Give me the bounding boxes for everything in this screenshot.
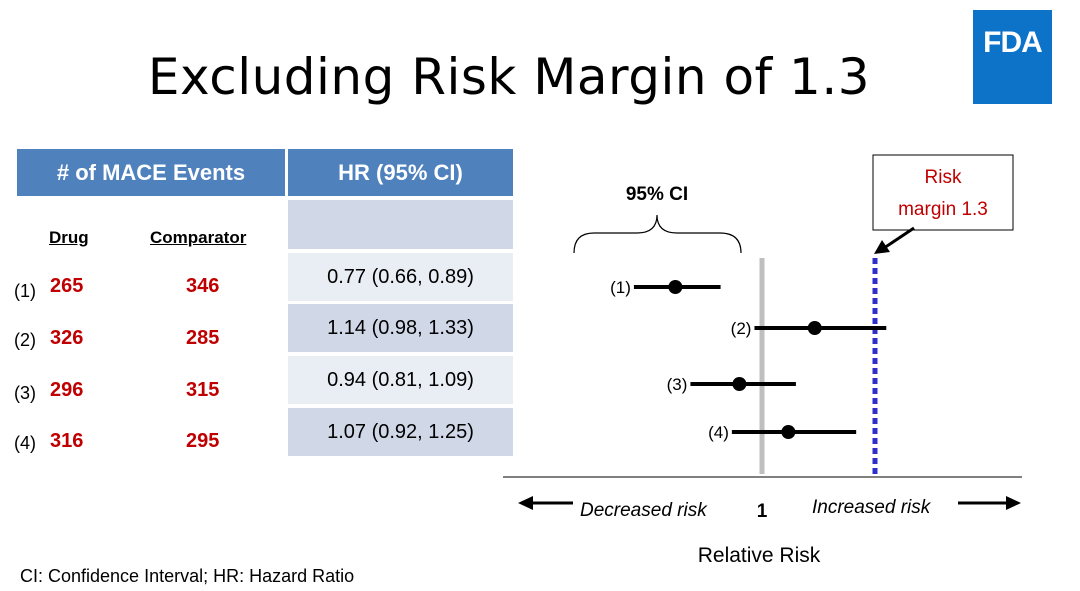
drug-events: 326 <box>50 327 84 349</box>
hr-cell: 0.94 (0.81, 1.09) <box>288 356 513 404</box>
row-label: (1) <box>14 281 36 301</box>
row-label: (4) <box>14 433 36 453</box>
increased-arrow-head <box>1006 496 1021 510</box>
hr-subheader-blank <box>288 200 513 249</box>
null-value-label: 1 <box>757 501 768 522</box>
footnote: CI: Confidence Interval; HR: Hazard Rati… <box>20 566 355 586</box>
increased-risk-label: Increased risk <box>812 497 932 518</box>
row-label: (2) <box>14 330 36 350</box>
hr-point <box>732 377 747 391</box>
decreased-arrow-head <box>518 496 533 510</box>
drug-events: 296 <box>50 379 84 401</box>
comparator-events: 295 <box>186 430 220 452</box>
drug-events: 316 <box>50 430 84 452</box>
decreased-risk-label: Decreased risk <box>580 500 708 521</box>
comparator-events: 315 <box>186 379 220 401</box>
drug-events: 265 <box>50 275 84 297</box>
point-label: (2) <box>731 319 752 338</box>
point-label: (3) <box>667 375 688 394</box>
margin-label-line2: margin 1.3 <box>898 199 988 220</box>
row-label: (3) <box>14 383 36 403</box>
ci-label: 95% CI <box>626 184 688 205</box>
hr-point <box>807 321 822 335</box>
margin-label-line1: Risk <box>925 167 962 188</box>
hr-cell: 0.77 (0.66, 0.89) <box>288 253 513 301</box>
events-header: # of MACE Events <box>17 149 285 196</box>
point-label: (4) <box>708 423 729 442</box>
hr-point <box>781 425 796 439</box>
comparator-column-header: Comparator <box>150 228 247 247</box>
margin-callout-box <box>872 154 1014 231</box>
hr-cell: 1.07 (0.92, 1.25) <box>288 408 513 456</box>
hr-cell: 1.14 (0.98, 1.33) <box>288 304 513 352</box>
drug-column-header: Drug <box>49 228 89 247</box>
hr-point <box>668 280 683 294</box>
ci-brace <box>573 214 742 254</box>
margin-arrow-head <box>874 240 890 254</box>
hr-header: HR (95% CI) <box>288 149 513 196</box>
comparator-events: 285 <box>186 327 220 349</box>
comparator-events: 346 <box>186 275 220 297</box>
slide-title: Excluding Risk Margin of 1.3 <box>147 48 871 106</box>
axis-title: Relative Risk <box>698 544 821 567</box>
fda-logo: FDA <box>973 10 1052 104</box>
margin-arrow <box>883 226 915 250</box>
point-label: (1) <box>610 278 631 297</box>
